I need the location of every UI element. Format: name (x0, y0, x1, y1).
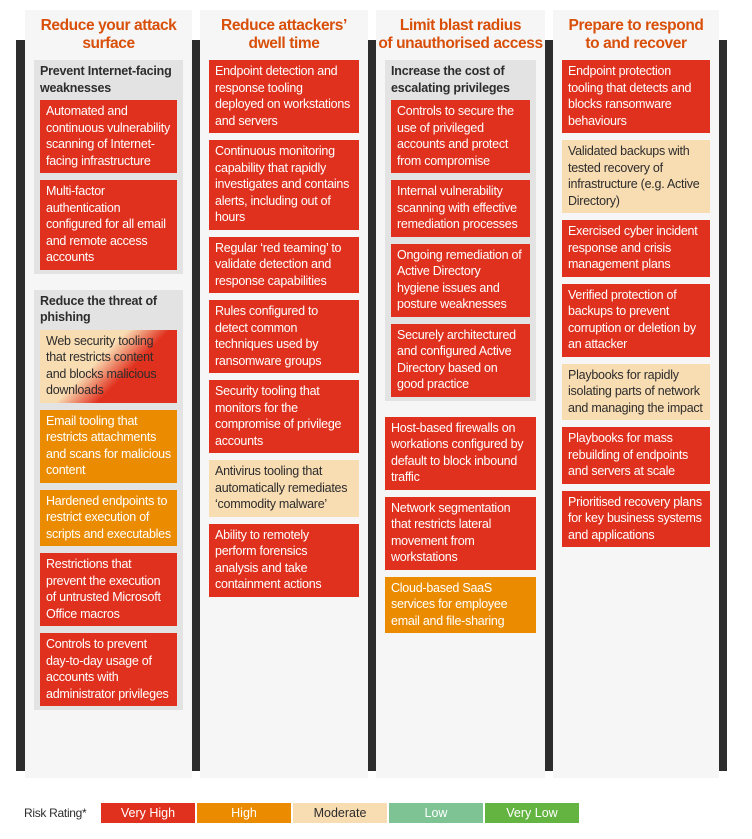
control-card: Network segmentation that restricts late… (385, 496, 536, 570)
legend-very-high: Very High (101, 803, 195, 823)
control-card: Validated backups with tested recovery o… (562, 140, 710, 213)
control-card: Continuous monitoring capability that ra… (209, 140, 359, 230)
control-card: Endpoint detection and response tooling … (209, 60, 359, 133)
control-card: Exercised cyber incident response and cr… (562, 220, 710, 277)
group-title: Reduce the threat of phishing (40, 293, 157, 325)
column-attack-surface: Reduce your attack surface Prevent Intern… (25, 10, 192, 778)
column-title-line: to and recover (585, 35, 687, 52)
control-card: Ability to remotely perform forensics an… (209, 523, 359, 597)
column-title: Prepare to respond to and recover (553, 10, 719, 60)
group-privileges: Increase the cost of escalating privileg… (385, 60, 536, 401)
column-respond-recover: Prepare to respond to and recover Endpoin… (553, 10, 719, 778)
control-card: Controls to secure the use of privileged… (391, 100, 530, 173)
control-card: Multi-factor authentication configured f… (40, 180, 177, 270)
control-card: Security tooling that monitors for the c… (209, 380, 359, 453)
group-phishing: Reduce the threat of phishing Web securi… (34, 289, 183, 710)
legend-high: High (197, 803, 291, 823)
control-card: Securely architectured and configured Ac… (391, 323, 530, 397)
group-title: Prevent Internet-facing weaknesses (40, 64, 172, 95)
control-card: Automated and continuous vulnerability s… (40, 100, 177, 173)
control-card: Regular ‘red teaming’ to validate detect… (209, 236, 359, 293)
group-title: Increase the cost of escalating privileg… (391, 64, 510, 95)
control-card: Controls to prevent day-to-day usage of … (40, 633, 177, 706)
control-card: Prioritised recovery plans for key busin… (562, 490, 710, 547)
control-card: Restrictions that prevent the execution … (40, 553, 177, 626)
column-title: Limit blast radius of unauthorised access (376, 10, 545, 60)
risk-rating-legend: Risk Rating* Very High High Moderate Low… (24, 803, 581, 823)
control-card: Host-based firewalls on workations confi… (385, 416, 536, 490)
control-card: Web security tooling that restricts cont… (40, 329, 177, 403)
legend-very-low: Very Low (485, 803, 579, 823)
control-card: Hardened endpoints to restrict execution… (40, 489, 177, 546)
column-title: Reduce your attack surface (25, 10, 192, 60)
legend-label: Risk Rating* (24, 806, 87, 820)
group-internet-facing: Prevent Internet-facing weaknesses Autom… (34, 60, 183, 274)
column-title: Reduce attackers’ dwell time (200, 10, 368, 60)
control-card: Internal vulnerability scanning with eff… (391, 180, 530, 237)
control-card: Ongoing remediation of Active Directory … (391, 243, 530, 317)
legend-moderate: Moderate (293, 803, 387, 823)
control-card: Cloud-based SaaS services for employee e… (385, 576, 536, 633)
column-title-line: dwell time (248, 35, 320, 52)
legend-low: Low (389, 803, 483, 823)
control-card: Antivirus tooling that automatically rem… (209, 460, 359, 517)
column-title-line: Prepare to respond (568, 17, 704, 34)
column-title-line: Reduce your attack (40, 17, 177, 34)
control-card: Email tooling that restricts attachments… (40, 409, 177, 483)
column-title-line: Limit blast radius (399, 17, 522, 34)
control-card: Rules configured to detect common techni… (209, 300, 359, 373)
control-card: Playbooks for mass rebuilding of endpoin… (562, 427, 710, 484)
control-card: Playbooks for rapidly isolating parts of… (562, 363, 710, 420)
column-blast-radius: Limit blast radius of unauthorised access… (376, 10, 545, 778)
column-title-line: of unauthorised access (378, 35, 543, 52)
column-dwell-time: Reduce attackers’ dwell time Endpoint det… (200, 10, 368, 778)
column-title-line: surface (82, 35, 135, 52)
control-card: Endpoint protection tooling that detects… (562, 60, 710, 133)
column-title-line: Reduce attackers’ (221, 17, 347, 34)
control-card: Verified protection of backups to preven… (562, 283, 710, 357)
